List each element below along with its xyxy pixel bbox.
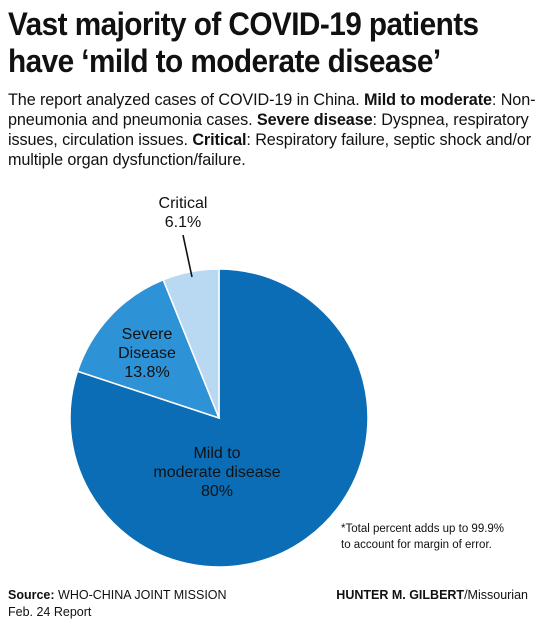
severe-term: Severe disease: [256, 111, 373, 129]
severe-label-line: 13.8%: [124, 364, 169, 381]
mild-moderate-label-line: moderate disease: [153, 464, 280, 481]
source-text-2: Feb. 24 Report: [8, 605, 92, 619]
chart-title: Vast majority of COVID-19 patients have …: [8, 6, 496, 80]
critical-label-line: Critical: [159, 195, 208, 212]
footnote-line-2: to account for margin of error.: [341, 539, 492, 551]
severe-label-line: Severe: [122, 326, 173, 343]
severe-slice: [76, 278, 221, 420]
mild-definition: : Non-pneumonia and pneumonia cases.: [8, 91, 536, 129]
intro-text: The report analyzed cases of COVID-19 in…: [8, 90, 538, 170]
source-text-1: WHO-CHINA JOINT MISSION: [54, 588, 227, 602]
footnote-line-1: *Total percent adds up to 99.9%: [341, 523, 505, 535]
severe-label: Severe Disease 13.8%: [118, 326, 176, 381]
mild-moderate-label-line: Mild to: [193, 445, 240, 462]
source-note: Source: WHO-CHINA JOINT MISSION Feb. 24 …: [8, 587, 227, 621]
credit-org: /Missourian: [464, 588, 528, 602]
critical-term: Critical: [192, 131, 247, 149]
critical-definition: : Respiratory failure, septic shock and/…: [8, 131, 532, 169]
critical-label-line: 6.1%: [165, 214, 201, 231]
mild-moderate-label: Mild to moderate disease 80%: [153, 445, 280, 500]
pie-chart: Mild to moderate disease 80% Severe Disease 1…: [69, 195, 369, 568]
mild-moderate-label-line: 80%: [201, 483, 233, 500]
credit: HUNTER M. GILBERT/Missourian: [336, 587, 528, 604]
footnote: *Total percent adds up to 99.9% to accou…: [341, 521, 536, 553]
severe-definition: : Dyspnea, respiratory issues, circulati…: [8, 111, 529, 149]
critical-leader-line: [182, 234, 193, 278]
severe-label-line: Disease: [118, 345, 176, 362]
critical-label: Critical 6.1%: [159, 195, 208, 231]
mild-term: Mild to moderate: [364, 91, 492, 109]
title-line-1: Vast majority of COVID-19 patients: [8, 6, 479, 42]
credit-name: HUNTER M. GILBERT: [336, 588, 465, 602]
source-label: Source:: [8, 588, 55, 602]
intro-sentence: The report analyzed cases of COVID-19 in…: [8, 91, 364, 109]
title-line-2: have ‘mild to moderate disease’: [8, 43, 441, 79]
